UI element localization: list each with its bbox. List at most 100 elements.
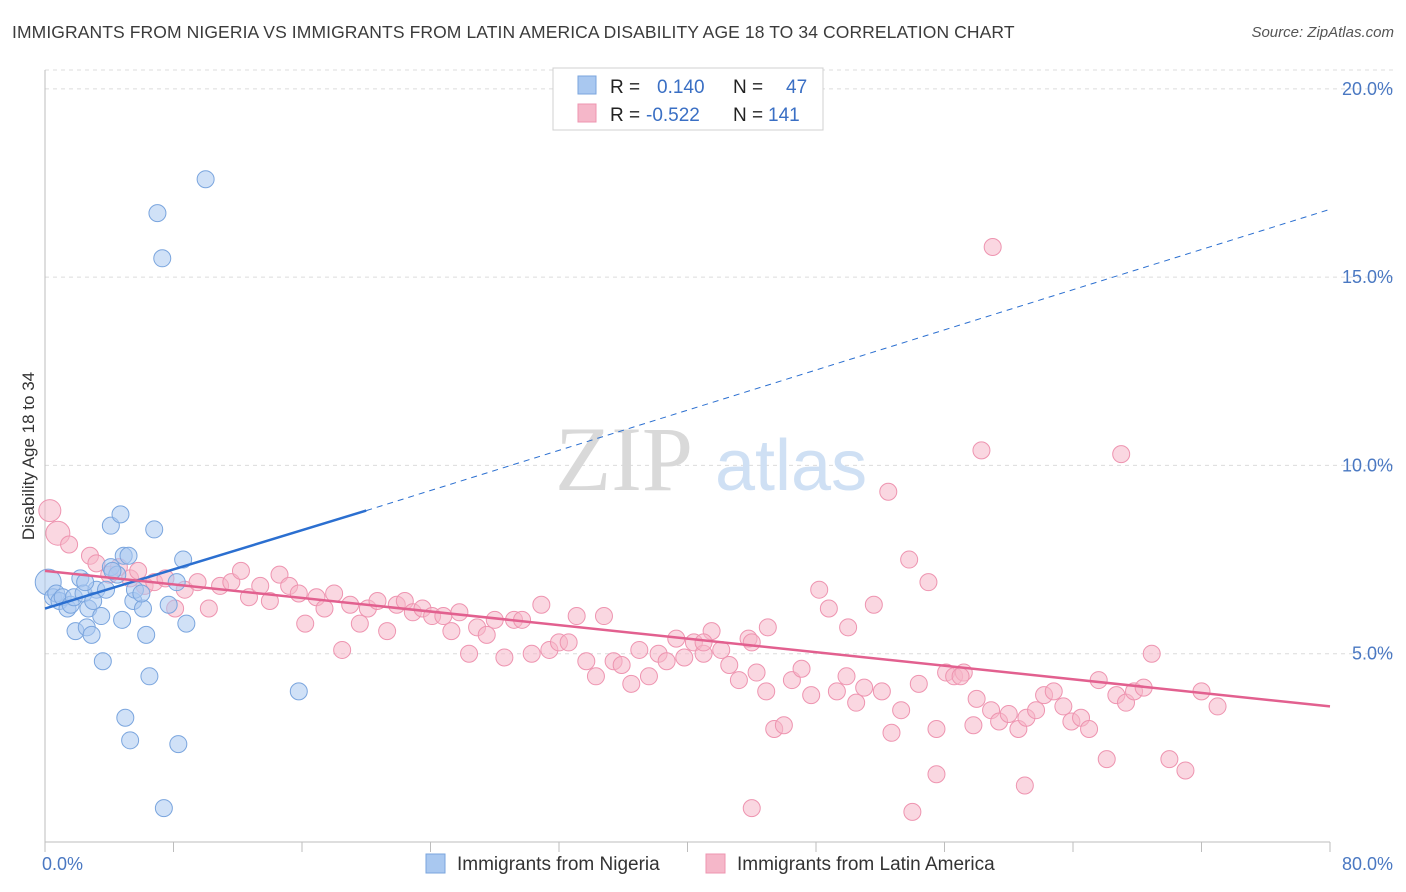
axes (44, 70, 1331, 852)
nigeria-point-42 (289, 682, 308, 701)
y-tick-label-1: 10.0% (1342, 455, 1393, 475)
latin-america-point-0 (38, 499, 62, 523)
chart-title: IMMIGRANTS FROM NIGERIA VS IMMIGRANTS FR… (12, 22, 1015, 42)
bottom-legend-swatch-latin-america (705, 853, 726, 874)
latin-america-point-27 (315, 599, 334, 618)
nigeria-point-31 (148, 204, 167, 223)
latin-america-point-82 (810, 580, 829, 599)
nigeria-point-21 (111, 505, 130, 524)
latin-america-point-31 (350, 614, 369, 633)
legend-frame (552, 67, 824, 131)
bottom-legend-swatch-nigeria (425, 853, 446, 874)
latin-america-point-87 (855, 678, 874, 697)
latin-america-point-67 (675, 648, 694, 667)
latin-america-point-90 (882, 723, 901, 742)
nigeria-point-13 (82, 625, 101, 644)
latin-america-point-129 (742, 799, 761, 818)
latin-america-point-109 (1054, 697, 1073, 716)
nigeria-point-40 (169, 735, 188, 754)
series-legend: Immigrants from Nigeria Immigrants from … (425, 853, 995, 875)
latin-america-point-54 (559, 633, 578, 652)
latin-america-point-55 (567, 607, 586, 626)
watermark: ZIP atlas (555, 408, 867, 510)
latin-america-point-40 (434, 607, 453, 626)
latin-america-point-93 (909, 674, 928, 693)
latin-america-point-62 (630, 640, 649, 659)
latin-america-point-75 (747, 663, 766, 682)
latin-america-point-85 (837, 667, 856, 686)
nigeria-point-33 (159, 595, 178, 614)
latin-america-point-58 (594, 607, 613, 626)
nigeria-point-16 (93, 652, 112, 671)
watermark-atlas: atlas (715, 426, 867, 506)
latin-america-point-126 (927, 765, 946, 784)
latin-america-point-127 (1015, 776, 1034, 795)
bottom-legend-label-nigeria: Immigrants from Nigeria (457, 854, 660, 875)
nigeria-point-24 (119, 546, 138, 565)
chart-source: Source: ZipAtlas.com (1251, 24, 1394, 41)
latin-america-point-120 (951, 667, 970, 686)
latin-america-point-131 (983, 237, 1002, 256)
nigeria-point-28 (137, 625, 156, 644)
latin-america-point-86 (847, 693, 866, 712)
latin-america-point-57 (586, 667, 605, 686)
latin-america-point-130 (879, 482, 898, 501)
latin-america-point-65 (657, 652, 676, 671)
latin-america-point-34 (378, 622, 397, 641)
latin-america-point-114 (1097, 750, 1116, 769)
latin-america-point-15 (199, 599, 218, 618)
latin-america-point-128 (903, 802, 922, 821)
latin-america-point-134 (1176, 761, 1195, 780)
latin-america-point-136 (1208, 697, 1227, 716)
nigeria-point-41 (154, 799, 173, 818)
bottom-legend-label-latin-america: Immigrants from Latin America (737, 854, 995, 875)
legend-n-label-nigeria: N = (733, 77, 763, 98)
nigeria-point-32 (153, 249, 172, 268)
latin-america-point-99 (964, 716, 983, 735)
latin-america-point-121 (967, 689, 986, 708)
legend-swatch-nigeria (577, 75, 597, 95)
nigeria-point-15 (92, 607, 111, 626)
tick-labels: 5.0% 10.0% 15.0% 20.0% 0.0% 80.0% (42, 79, 1393, 874)
latin-america-point-72 (720, 656, 739, 675)
latin-america-point-51 (532, 595, 551, 614)
nigeria-point-37 (196, 170, 215, 189)
legend-n-value-nigeria: 47 (786, 77, 807, 98)
nigeria-point-27 (133, 599, 152, 618)
legend-r-value-latin-america: -0.522 (646, 105, 700, 126)
latin-america-point-103 (999, 704, 1018, 723)
nigeria-point-45 (76, 573, 95, 592)
latin-america-point-78 (774, 716, 793, 735)
latin-america-point-81 (802, 686, 821, 705)
nigeria-point-38 (116, 708, 135, 727)
latin-america-point-18 (231, 561, 250, 580)
latin-america-point-43 (460, 644, 479, 663)
latin-america-point-113 (1089, 671, 1108, 690)
nigeria-point-29 (140, 667, 159, 686)
nigeria-point-35 (174, 550, 193, 569)
x-tick-label-1: 80.0% (1342, 854, 1393, 874)
latin-america-point-133 (1160, 750, 1179, 769)
y-tick-label-3: 20.0% (1342, 79, 1393, 99)
latin-america-point-28 (325, 584, 344, 603)
latin-america-point-122 (839, 618, 858, 637)
nigeria-trend-line (44, 509, 367, 610)
latin-america-point-41 (442, 622, 461, 641)
latin-america-point-91 (892, 701, 911, 720)
nigeria-trend-extension (366, 208, 1331, 512)
latin-america-point-80 (792, 659, 811, 678)
latin-america-point-56 (577, 652, 596, 671)
latin-america-point-112 (1080, 720, 1099, 739)
points-latin-america (38, 237, 1227, 821)
latin-america-point-100 (972, 441, 991, 460)
nigeria-point-43 (103, 561, 122, 580)
latin-america-point-2 (60, 535, 79, 554)
latin-america-point-25 (296, 614, 315, 633)
latin-america-point-84 (827, 682, 846, 701)
nigeria-point-30 (145, 520, 164, 539)
latin-america-point-50 (522, 644, 541, 663)
latin-america-point-92 (900, 550, 919, 569)
latin-america-point-89 (872, 682, 891, 701)
legend-r-label-latin-america: R = (610, 105, 640, 126)
